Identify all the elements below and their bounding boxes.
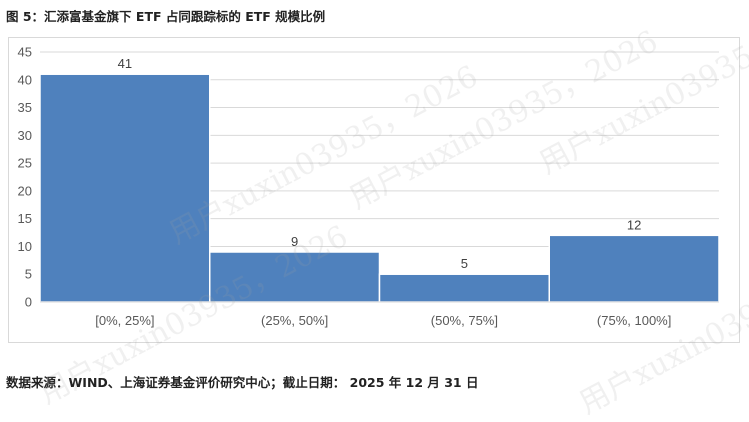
data-label: 5 bbox=[461, 256, 468, 271]
data-labels: 41 9 5 12 bbox=[118, 56, 642, 271]
y-tick-label: 20 bbox=[18, 183, 32, 198]
bar bbox=[548, 234, 720, 303]
y-tick-label: 5 bbox=[25, 267, 32, 282]
y-tick-label: 15 bbox=[18, 211, 32, 226]
bar bbox=[209, 251, 381, 303]
data-label: 9 bbox=[291, 234, 298, 249]
x-tick-label: (50%, 75%] bbox=[431, 313, 498, 328]
y-tick-label: 10 bbox=[18, 239, 32, 254]
x-axis-ticks: [0%, 25%] (25%, 50%] (50%, 75%] (75%, 100%] bbox=[95, 313, 671, 328]
y-tick-label: 30 bbox=[18, 128, 32, 143]
y-tick-label: 0 bbox=[25, 295, 32, 310]
x-tick-label: (75%, 100%] bbox=[597, 313, 671, 328]
bar bbox=[378, 273, 550, 303]
bars bbox=[39, 73, 720, 303]
data-label: 12 bbox=[627, 217, 641, 232]
source-note: 数据来源：WIND、上海证券基金评价研究中心；截止日期： 2025 年 12 月… bbox=[6, 375, 479, 390]
data-label: 41 bbox=[118, 56, 132, 71]
y-tick-label: 25 bbox=[18, 156, 32, 171]
x-tick-label: [0%, 25%] bbox=[95, 313, 154, 328]
bar bbox=[39, 73, 211, 303]
y-tick-label: 40 bbox=[18, 72, 32, 87]
figure-caption: 图 5：汇添富基金旗下 ETF 占同跟踪标的 ETF 规模比例 bbox=[6, 9, 326, 24]
y-tick-label: 45 bbox=[18, 45, 32, 60]
y-axis-ticks: 0 5 10 15 20 25 30 35 40 45 bbox=[18, 45, 32, 310]
x-tick-label: (25%, 50%] bbox=[261, 313, 328, 328]
y-tick-label: 35 bbox=[18, 100, 32, 115]
bar-chart: 0 5 10 15 20 25 30 35 40 45 41 9 5 12 [0%, 25%] (25%,… bbox=[18, 45, 720, 328]
